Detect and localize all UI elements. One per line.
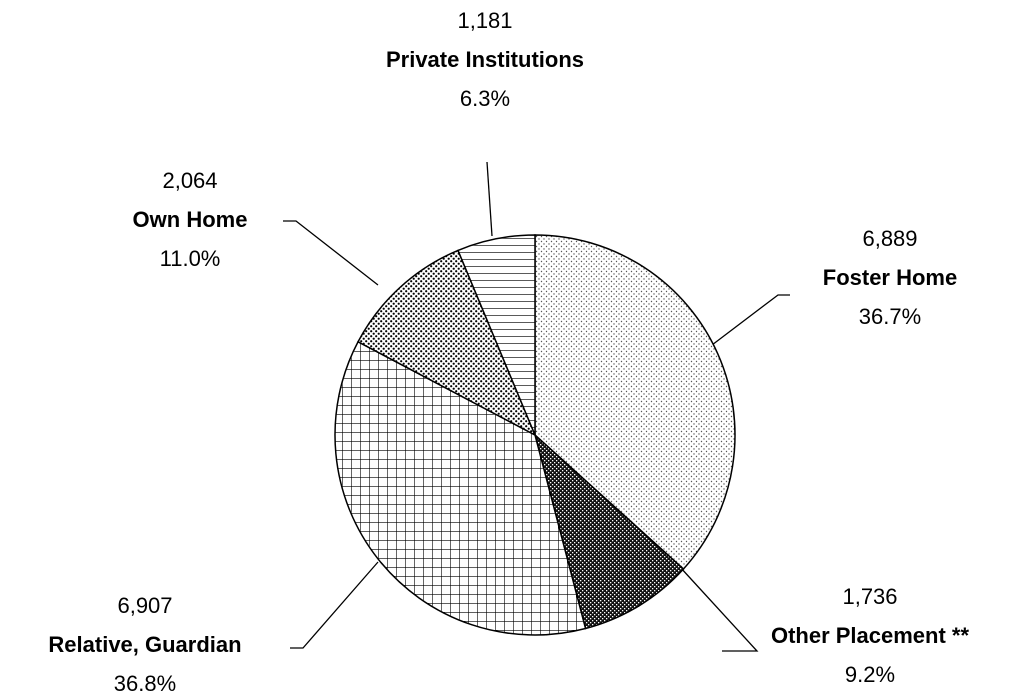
percent-label: 36.7%	[859, 304, 921, 329]
pie-slice	[533, 432, 685, 630]
category-label: Own Home	[133, 207, 248, 232]
percent-label: 6.3%	[460, 86, 510, 111]
value-label: 1,736	[842, 584, 897, 609]
pie-slice	[334, 340, 587, 636]
category-label: Private Institutions	[386, 47, 584, 72]
leader-line	[283, 220, 379, 286]
leader-line	[679, 566, 759, 652]
category-label: Other Placement **	[771, 623, 970, 648]
percent-label: 11.0%	[160, 246, 221, 271]
leader-line	[711, 294, 790, 346]
leader-lines	[283, 161, 790, 652]
category-label: Relative, Guardian	[48, 632, 241, 657]
pie-slice	[534, 234, 736, 571]
value-label: 2,064	[162, 168, 217, 193]
pie-slice	[457, 234, 536, 436]
pie-slice	[357, 249, 537, 437]
leader-line	[290, 561, 379, 649]
percent-label: 9.2%	[845, 662, 895, 687]
value-label: 1,181	[457, 8, 512, 33]
value-label: 6,889	[862, 226, 917, 251]
leader-line	[486, 161, 493, 237]
value-label: 6,907	[117, 593, 172, 618]
category-label: Foster Home	[823, 265, 957, 290]
percent-label: 36.8%	[114, 671, 176, 696]
